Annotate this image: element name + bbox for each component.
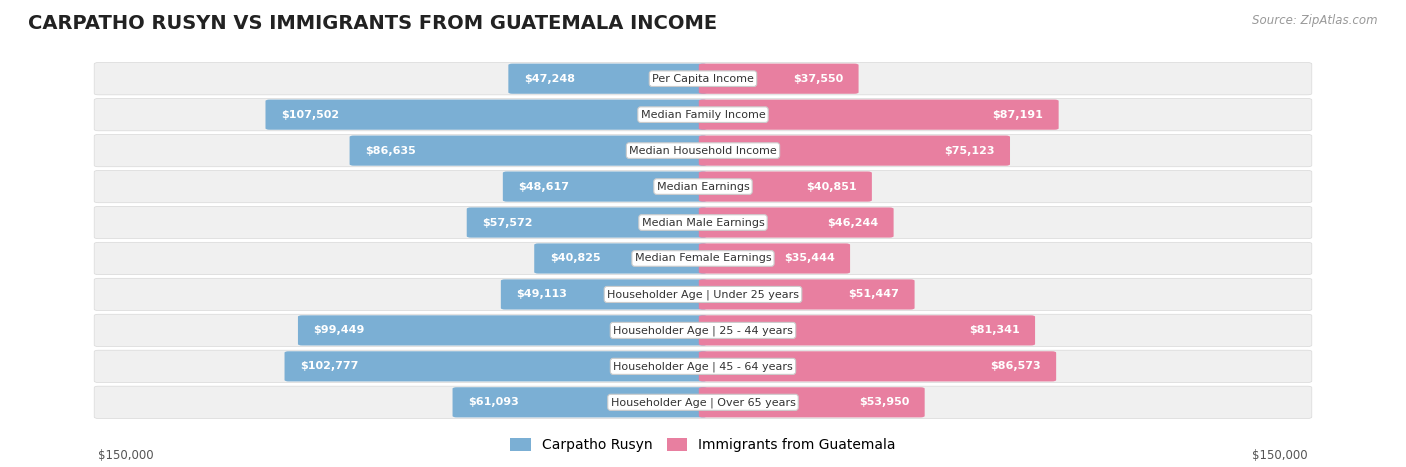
Text: CARPATHO RUSYN VS IMMIGRANTS FROM GUATEMALA INCOME: CARPATHO RUSYN VS IMMIGRANTS FROM GUATEM… [28,14,717,33]
FancyBboxPatch shape [94,99,1312,131]
Text: $87,191: $87,191 [993,110,1043,120]
Text: Per Capita Income: Per Capita Income [652,74,754,84]
Text: Median Female Earnings: Median Female Earnings [634,254,772,263]
FancyBboxPatch shape [94,134,1312,167]
Text: $48,617: $48,617 [519,182,569,191]
Text: Householder Age | 45 - 64 years: Householder Age | 45 - 64 years [613,361,793,372]
Text: $102,777: $102,777 [299,361,359,371]
Text: Source: ZipAtlas.com: Source: ZipAtlas.com [1253,14,1378,27]
FancyBboxPatch shape [94,314,1312,347]
Text: $51,447: $51,447 [848,290,898,299]
FancyBboxPatch shape [699,387,925,417]
FancyBboxPatch shape [94,206,1312,239]
FancyBboxPatch shape [94,278,1312,311]
FancyBboxPatch shape [699,135,1010,166]
Legend: Carpatho Rusyn, Immigrants from Guatemala: Carpatho Rusyn, Immigrants from Guatemal… [505,432,901,458]
Text: Median Family Income: Median Family Income [641,110,765,120]
Text: Median Earnings: Median Earnings [657,182,749,191]
FancyBboxPatch shape [94,170,1312,203]
FancyBboxPatch shape [350,135,707,166]
FancyBboxPatch shape [467,207,707,238]
FancyBboxPatch shape [534,243,707,274]
FancyBboxPatch shape [94,386,1312,418]
Text: $61,093: $61,093 [468,397,519,407]
FancyBboxPatch shape [503,171,707,202]
Text: Median Male Earnings: Median Male Earnings [641,218,765,227]
FancyBboxPatch shape [509,64,707,94]
Text: $86,635: $86,635 [366,146,416,156]
Text: $47,248: $47,248 [524,74,575,84]
FancyBboxPatch shape [699,351,1056,382]
FancyBboxPatch shape [699,207,894,238]
Text: Householder Age | Under 25 years: Householder Age | Under 25 years [607,289,799,300]
Text: $49,113: $49,113 [516,290,567,299]
FancyBboxPatch shape [501,279,707,310]
Text: $150,000: $150,000 [98,449,155,462]
Text: $40,825: $40,825 [550,254,600,263]
FancyBboxPatch shape [94,63,1312,95]
FancyBboxPatch shape [699,171,872,202]
FancyBboxPatch shape [699,243,851,274]
FancyBboxPatch shape [266,99,707,130]
FancyBboxPatch shape [94,242,1312,275]
FancyBboxPatch shape [699,64,859,94]
Text: $35,444: $35,444 [783,254,835,263]
Text: $57,572: $57,572 [482,218,533,227]
FancyBboxPatch shape [699,279,914,310]
FancyBboxPatch shape [94,350,1312,382]
Text: $75,123: $75,123 [943,146,994,156]
Text: $46,244: $46,244 [827,218,879,227]
Text: Householder Age | 25 - 44 years: Householder Age | 25 - 44 years [613,325,793,336]
Text: $81,341: $81,341 [969,325,1019,335]
FancyBboxPatch shape [298,315,707,346]
Text: $53,950: $53,950 [859,397,910,407]
Text: Median Household Income: Median Household Income [628,146,778,156]
Text: Householder Age | Over 65 years: Householder Age | Over 65 years [610,397,796,408]
Text: $150,000: $150,000 [1251,449,1308,462]
Text: $107,502: $107,502 [281,110,339,120]
Text: $40,851: $40,851 [806,182,856,191]
FancyBboxPatch shape [699,315,1035,346]
FancyBboxPatch shape [453,387,707,417]
Text: $99,449: $99,449 [314,325,364,335]
Text: $37,550: $37,550 [793,74,844,84]
FancyBboxPatch shape [284,351,707,382]
FancyBboxPatch shape [699,99,1059,130]
Text: $86,573: $86,573 [990,361,1040,371]
